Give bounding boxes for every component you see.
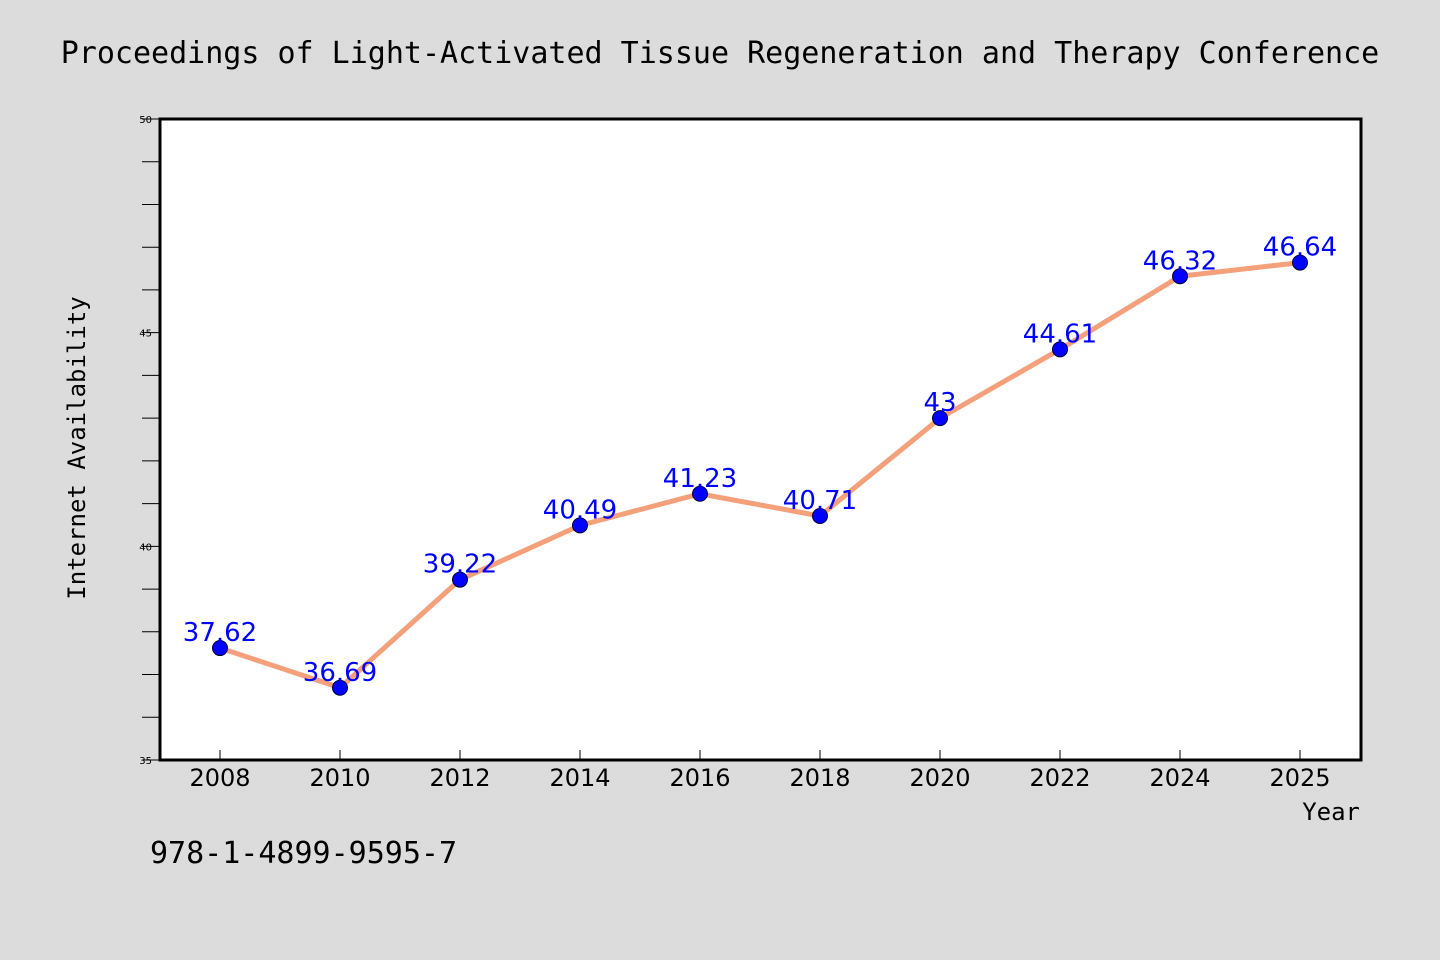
data-point [1052,341,1068,358]
x-tick-label: 2010 [309,764,370,792]
data-point [1292,254,1308,271]
data-label: 40.71 [783,486,857,516]
data-label: 46.64 [1263,233,1337,263]
plot-area [158,117,1363,762]
x-tick-label: 2014 [549,764,610,792]
data-label-group: 37.62 36.69 39.22 40.49 41.23 40.71 43 44.61 46.… [183,233,1337,688]
x-axis-label: Year [1302,798,1360,826]
isbn-text: 978-1-4899-9595-7 [150,836,457,871]
y-tick-label: 45 [139,329,152,340]
data-point [452,571,468,588]
data-label: 43 [923,388,956,418]
data-label: 37.62 [183,618,257,648]
data-label: 41.23 [663,464,737,494]
data-label: 40.49 [543,495,617,525]
marker-group [212,254,1308,696]
x-tick-label: 2022 [1029,764,1090,792]
x-tick-label: 2016 [669,764,730,792]
data-point [932,410,948,427]
data-label: 36.69 [303,658,377,688]
series-line-group [219,260,1301,691]
y-axis-label: Internet Availability [63,296,91,599]
data-point [572,517,588,534]
y-tick-label: 50 [139,115,152,126]
y-tick-label: 40 [139,542,152,553]
x-tick-label: 2024 [1149,764,1210,792]
x-tick-label: 2025 [1269,764,1330,792]
data-point [1172,268,1188,285]
data-point [812,507,828,524]
x-tick-label: 2018 [789,764,850,792]
data-label: 39.22 [423,550,497,580]
series-line [219,260,1301,691]
y-axis: 35 40 45 50 [139,115,160,767]
chart-title: Proceedings of Light-Activated Tissue Re… [61,36,1380,71]
x-tick-label: 2012 [429,764,490,792]
x-tick-label: 2020 [909,764,970,792]
data-point [692,485,708,502]
data-label: 44.61 [1023,319,1097,349]
data-point [332,679,348,696]
y-tick-label: 35 [139,756,152,767]
x-axis: 2008 2010 2012 2014 2016 2018 2020 2022 2024 2025 [189,750,1331,792]
data-point [212,640,228,657]
x-tick-label: 2008 [189,764,250,792]
data-label: 46.32 [1143,246,1217,276]
